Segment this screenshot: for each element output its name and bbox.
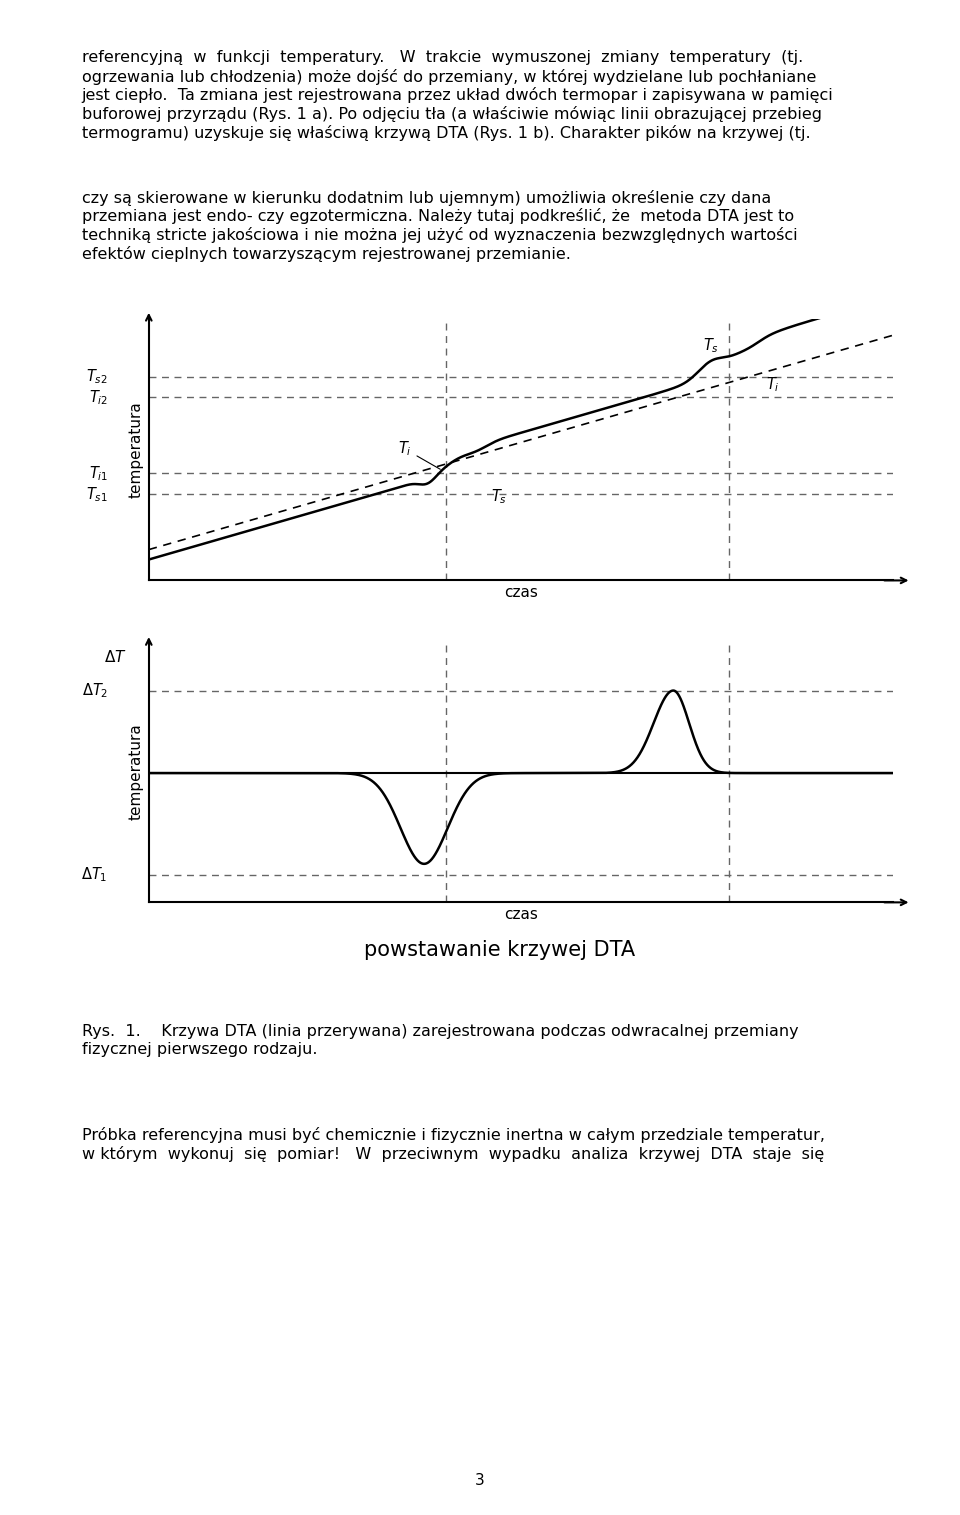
Text: jest ciepło.  Ta zmiana jest rejestrowana przez układ dwóch termopar i zapisywan: jest ciepło. Ta zmiana jest rejestrowana… bbox=[82, 88, 833, 103]
Text: czy są skierowane w kierunku dodatnim lub ujemnym) umożliwia określenie czy dana: czy są skierowane w kierunku dodatnim lu… bbox=[82, 189, 771, 206]
Text: termogramu) uzyskuje się właściwą krzywą DTA (Rys. 1 b). Charakter pików na krzy: termogramu) uzyskuje się właściwą krzywą… bbox=[82, 124, 810, 141]
Text: $T_s$: $T_s$ bbox=[492, 488, 507, 506]
Text: $T_{s1}$: $T_{s1}$ bbox=[86, 485, 108, 503]
Text: fizycznej pierwszego rodzaju.: fizycznej pierwszego rodzaju. bbox=[82, 1042, 317, 1057]
Text: $T_{i1}$: $T_{i1}$ bbox=[88, 464, 108, 483]
Text: 3: 3 bbox=[475, 1473, 485, 1488]
Text: $T_i$: $T_i$ bbox=[398, 439, 441, 470]
Text: powstawanie krzywej DTA: powstawanie krzywej DTA bbox=[364, 941, 635, 961]
Text: $\Delta T_1$: $\Delta T_1$ bbox=[82, 865, 108, 885]
Text: $T_i$: $T_i$ bbox=[766, 376, 780, 394]
Text: $\Delta T_2$: $\Delta T_2$ bbox=[82, 682, 108, 700]
Text: buforowej przyrządu (Rys. 1 a). Po odjęciu tła (a właściwie mówiąc linii obrazuj: buforowej przyrządu (Rys. 1 a). Po odjęc… bbox=[82, 106, 822, 121]
Text: $\Delta T$: $\Delta T$ bbox=[104, 650, 127, 665]
Text: $T_s$: $T_s$ bbox=[703, 336, 719, 355]
Y-axis label: temperatura: temperatura bbox=[129, 401, 143, 498]
Text: ogrzewania lub chłodzenia) może dojść do przemiany, w której wydzielane lub poch: ogrzewania lub chłodzenia) może dojść do… bbox=[82, 68, 816, 85]
Text: w którym  wykonuj  się  pomiar!   W  przeciwnym  wypadku  analiza  krzywej  DTA : w którym wykonuj się pomiar! W przeciwny… bbox=[82, 1145, 824, 1162]
Text: przemiana jest endo- czy egzotermiczna. Należy tutaj podkreślić, że  metoda DTA : przemiana jest endo- czy egzotermiczna. … bbox=[82, 209, 794, 224]
Text: Próbka referencyjna musi być chemicznie i fizycznie inertna w całym przedziale t: Próbka referencyjna musi być chemicznie … bbox=[82, 1127, 825, 1144]
Text: referencyjną  w  funkcji  temperatury.   W  trakcie  wymuszonej  zmiany  tempera: referencyjną w funkcji temperatury. W tr… bbox=[82, 50, 803, 65]
Text: $T_{i2}$: $T_{i2}$ bbox=[88, 388, 108, 408]
X-axis label: czas: czas bbox=[504, 585, 538, 600]
Y-axis label: temperatura: temperatura bbox=[129, 723, 143, 820]
Text: efektów cieplnych towarzyszącym rejestrowanej przemianie.: efektów cieplnych towarzyszącym rejestro… bbox=[82, 245, 570, 262]
X-axis label: czas: czas bbox=[504, 906, 538, 921]
Text: $T_{s2}$: $T_{s2}$ bbox=[86, 367, 108, 386]
Text: techniką stricte jakościowa i nie można jej użyć od wyznaczenia bezwzględnych wa: techniką stricte jakościowa i nie można … bbox=[82, 227, 797, 242]
Text: Rys.  1.    Krzywa DTA (linia przerywana) zarejestrowana podczas odwracalnej prz: Rys. 1. Krzywa DTA (linia przerywana) za… bbox=[82, 1024, 798, 1039]
